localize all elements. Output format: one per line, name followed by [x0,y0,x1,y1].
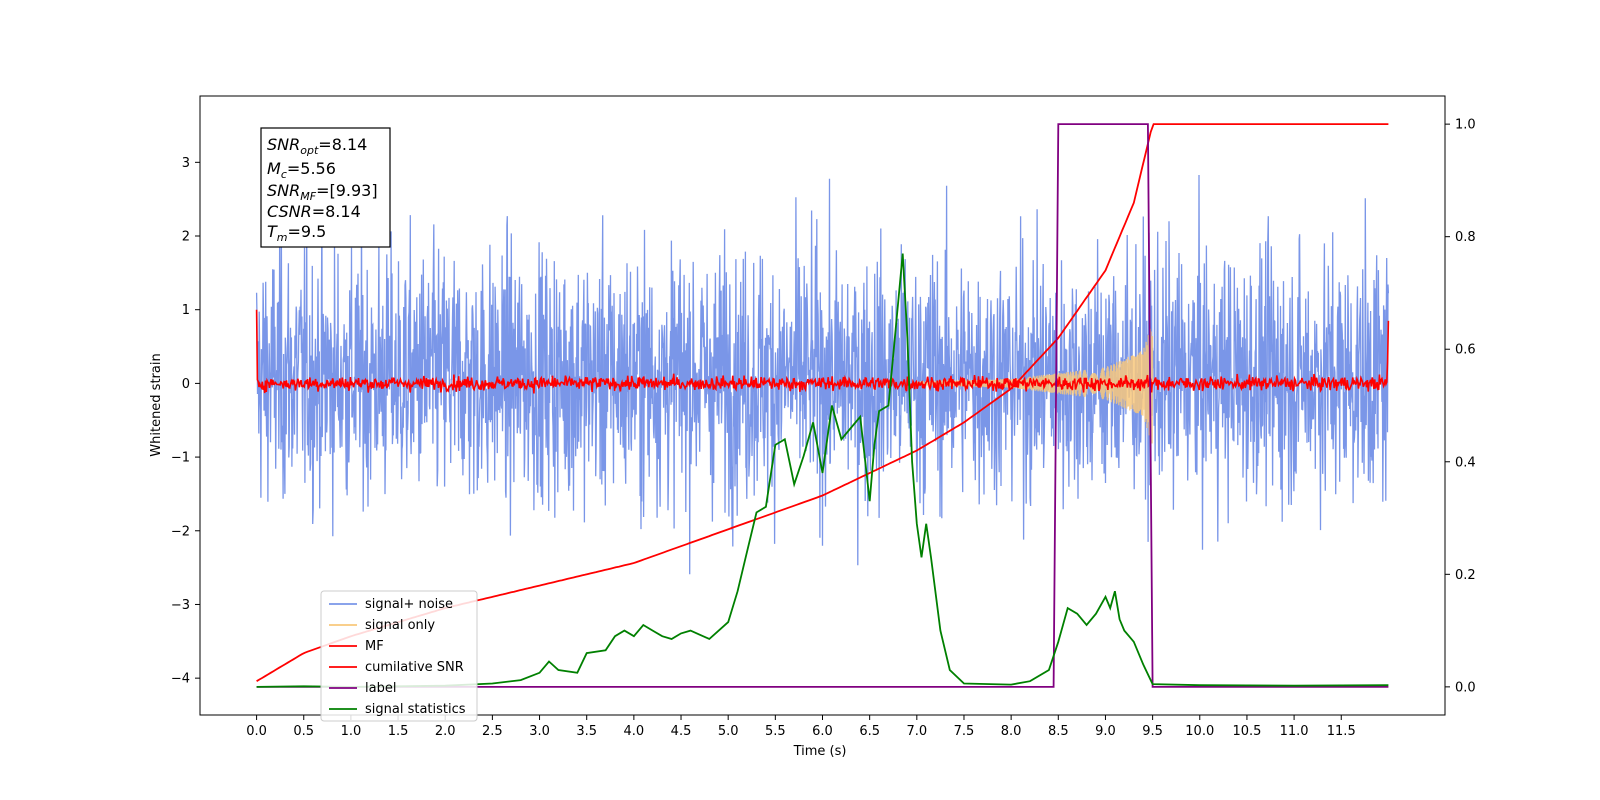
annotation-frame [260,127,391,248]
y-left-tick-label: 0 [182,377,190,392]
y-right-tick-label: 0.8 [1455,230,1476,245]
legend-label-signal-statistics: signal statistics [365,702,466,717]
y-axis-right: 0.0 0.2 0.4 0.6 0.8 1.0 [1445,118,1476,695]
x-tick-label: 10.5 [1232,724,1261,739]
y-left-tick-label: 3 [182,156,190,171]
y-left-tick-label: −2 [171,524,190,539]
annotation-csnr: CSNR=8.14 [267,202,361,221]
annotation-snr-opt: SNRopt=8.14 [267,135,367,157]
x-tick-label: 5.5 [765,724,786,739]
x-tick-label: 11.0 [1280,724,1309,739]
y-axis-label: Whitened strain [149,353,164,456]
legend-label-signal-noise: signal+ noise [365,597,453,612]
series-mf-line [255,309,1390,394]
y-right-tick-label: 0.2 [1455,568,1476,583]
x-tick-label: 8.0 [1001,724,1022,739]
y-right-tick-label: 0.4 [1455,455,1476,470]
y-left-tick-label: 2 [182,230,190,245]
x-tick-label: 3.0 [529,724,550,739]
y-axis-left: −4 −3 −2 −1 0 1 2 3 [171,156,200,687]
x-tick-label: 6.5 [859,724,880,739]
x-axis: 0.0 0.5 1.0 1.5 2.0 2.5 3.0 3.5 4.0 4.5 5.0 5.5 6.0 6… [246,715,1356,739]
x-tick-label: 9.0 [1095,724,1116,739]
annotation-mc: Mc=5.56 [267,159,336,181]
x-tick-label: 4.0 [624,724,645,739]
x-tick-label: 0.5 [293,724,314,739]
x-tick-label: 1.5 [388,724,409,739]
x-tick-label: 3.5 [576,724,597,739]
x-tick-label: 5.0 [718,724,739,739]
y-left-tick-label: −1 [171,451,190,466]
x-tick-label: 8.5 [1048,724,1069,739]
x-axis-label: Time (s) [793,744,847,759]
annotation-box: SNRopt=8.14 Mc=5.56 SNRMF=[9.93] CSNR=8.… [260,127,391,248]
x-tick-label: 1.0 [341,724,362,739]
annotation-snr-mf: SNRMF=[9.93] [267,181,378,203]
y-right-tick-label: 0.6 [1455,343,1476,358]
x-tick-label: 7.0 [906,724,927,739]
legend-label-mf: MF [365,639,384,654]
y-left-tick-label: 1 [182,303,190,318]
x-tick-label: 0.0 [246,724,267,739]
x-tick-label: 10.0 [1185,724,1214,739]
x-tick-label: 6.0 [812,724,833,739]
series-signal-statistics-line [256,253,1389,688]
x-tick-label: 4.5 [671,724,692,739]
x-tick-label: 9.5 [1142,724,1163,739]
x-tick-label: 7.5 [954,724,975,739]
legend-label-label: label [365,681,396,696]
legend: signal+ noise signal only MF cumilative … [320,590,478,722]
annotation-tm: Tm=9.5 [267,222,326,244]
x-tick-label: 11.5 [1327,724,1356,739]
series-signal-noise-line [255,174,1390,575]
y-left-tick-label: −3 [171,598,190,613]
x-tick-label: 2.0 [435,724,456,739]
y-left-tick-label: −4 [171,672,190,687]
legend-frame [320,590,478,722]
y-right-tick-label: 0.0 [1455,680,1476,695]
y-right-tick-label: 1.0 [1455,118,1476,133]
x-tick-label: 2.5 [482,724,503,739]
legend-label-cumulative-snr: cumilative SNR [365,660,464,675]
legend-label-signal-only: signal only [365,618,435,633]
series-label-line [256,123,1389,688]
